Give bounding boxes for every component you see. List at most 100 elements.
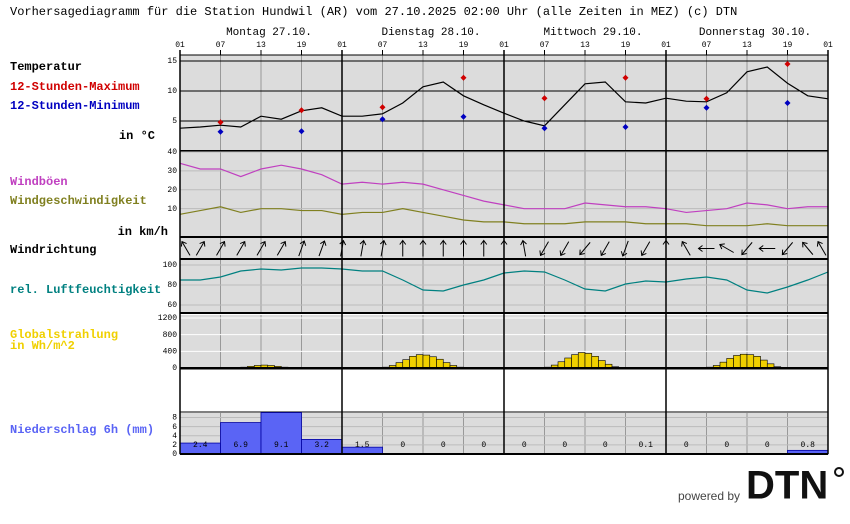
- marker: [622, 124, 629, 130]
- bar: [753, 356, 761, 369]
- legend-label: 12-Stunden-Minimum: [10, 99, 140, 113]
- x-tick-label: 19: [297, 41, 307, 50]
- marker: [460, 74, 467, 81]
- day-label: Donnerstag 30.10.: [699, 27, 811, 39]
- y-tick-label: 30: [167, 167, 177, 176]
- x-tick-label: 01: [499, 41, 509, 50]
- x-tick-label: 01: [337, 41, 347, 50]
- bar: [733, 355, 741, 369]
- panel-label: Temperatur: [10, 60, 82, 74]
- wind-arrow: [640, 241, 651, 257]
- y-tick-label: 15: [167, 57, 177, 66]
- y-tick-label: 8: [172, 414, 177, 423]
- y-tick-label: 6: [172, 423, 177, 432]
- wind-arrow: [681, 240, 691, 256]
- wind-arrow: [520, 239, 527, 257]
- panel-unit: in Wh/m^2: [10, 339, 75, 353]
- wind-arrow: [802, 241, 814, 255]
- x-tick-label: 13: [742, 41, 752, 50]
- value-label: 9.1: [274, 441, 289, 450]
- y-tick-label: 4: [172, 432, 177, 441]
- x-tick-label: 01: [661, 41, 671, 50]
- marker: [460, 113, 467, 120]
- y-tick-label: 60: [167, 301, 177, 310]
- x-tick-label: 07: [216, 41, 226, 50]
- wind-arrow: [600, 241, 610, 257]
- bar: [571, 354, 579, 369]
- bar: [429, 356, 437, 369]
- logo-brand: DTN: [746, 464, 828, 508]
- marker: [217, 119, 224, 126]
- value-label: 0: [441, 441, 446, 450]
- bar: [260, 412, 302, 455]
- bar: [584, 353, 593, 369]
- panel-unit: in km/h: [118, 225, 168, 239]
- wind-arrow: [318, 240, 327, 257]
- panel-label: Windrichtung: [10, 243, 96, 257]
- wind-arrow: [480, 239, 488, 257]
- y-tick-label: 80: [167, 281, 177, 290]
- marker: [298, 107, 305, 114]
- wind-arrow: [719, 243, 734, 253]
- bar: [409, 356, 417, 369]
- y-tick-label: 1200: [158, 314, 177, 323]
- bar: [726, 358, 734, 369]
- header-title: Vorhersagediagramm für die Station Hundw…: [10, 5, 737, 19]
- x-tick-label: 13: [418, 41, 428, 50]
- value-label: 0: [562, 441, 567, 450]
- value-label: 1.5: [355, 441, 370, 450]
- wind-arrow: [697, 245, 715, 252]
- x-tick-label: 07: [378, 41, 388, 50]
- legend-label: rel. Luftfeuchtigkeit: [10, 283, 161, 297]
- y-tick-label: 10: [167, 87, 177, 96]
- x-tick-label: 01: [823, 41, 833, 50]
- y-tick-label: 400: [163, 347, 178, 356]
- y-tick-label: 10: [167, 205, 177, 214]
- marker: [379, 104, 386, 111]
- y-tick-label: 0: [172, 364, 177, 373]
- legend-label: Globalstrahlung: [10, 328, 118, 342]
- logo-dot: [834, 467, 844, 477]
- value-label: 0: [724, 441, 729, 450]
- legend-label: 12-Stunden-Maximum: [10, 80, 140, 94]
- value-label: 6.9: [234, 441, 249, 450]
- value-label: 0: [522, 441, 527, 450]
- marker: [298, 128, 305, 135]
- y-tick-label: 20: [167, 186, 177, 195]
- day-label: Dienstag 28.10.: [381, 27, 480, 39]
- wind-arrow: [195, 240, 206, 256]
- marker: [541, 95, 548, 102]
- bar: [564, 357, 572, 369]
- legend-label: Niederschlag 6h (mm): [10, 423, 154, 437]
- bar: [422, 354, 431, 369]
- x-tick-label: 19: [783, 41, 793, 50]
- wind-arrow: [781, 242, 794, 256]
- legend-label: Windböen: [10, 175, 68, 189]
- wind-arrow: [180, 240, 191, 256]
- bar: [415, 354, 424, 369]
- x-tick-label: 01: [175, 41, 185, 50]
- wind-arrow: [256, 240, 267, 256]
- wind-arrow: [559, 241, 570, 257]
- wind-arrow: [419, 239, 427, 257]
- wind-arrow: [379, 239, 387, 257]
- wind-arrow: [216, 240, 226, 256]
- wind-arrow: [276, 240, 287, 256]
- bar: [746, 354, 755, 369]
- value-label: 0: [603, 441, 608, 450]
- bar: [220, 422, 262, 455]
- y-tick-label: 2: [172, 441, 177, 450]
- wind-arrow: [298, 240, 307, 257]
- x-tick-label: 19: [459, 41, 469, 50]
- wind-arrow: [236, 240, 246, 256]
- y-tick-label: 100: [163, 261, 178, 270]
- marker: [703, 95, 710, 102]
- wind-arrow: [816, 240, 827, 256]
- wind-arrow: [359, 239, 367, 257]
- bar: [591, 356, 599, 369]
- value-label: 0.1: [639, 441, 654, 450]
- day-label: Mittwoch 29.10.: [543, 27, 642, 39]
- logo-text: powered by: [678, 489, 740, 503]
- bar: [760, 359, 768, 369]
